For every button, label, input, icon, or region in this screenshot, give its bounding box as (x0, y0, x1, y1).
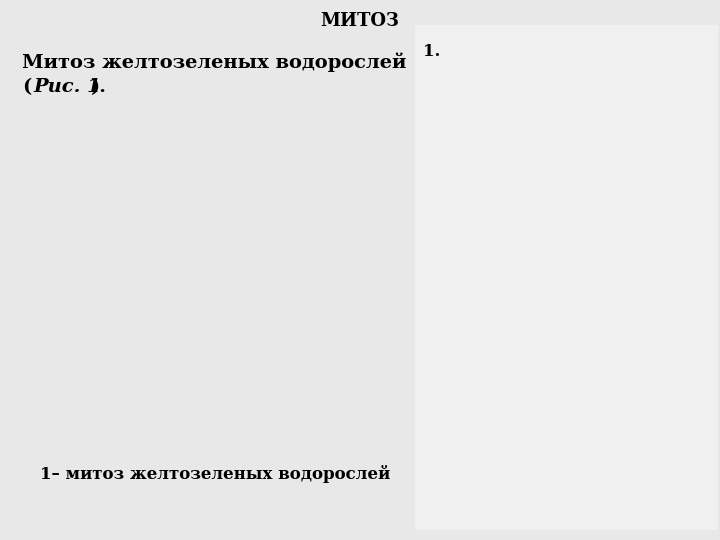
Text: Митоз желтозеленых водорослей: Митоз желтозеленых водорослей (22, 52, 406, 71)
Bar (415, 25, 718, 530)
Text: Рис. 1: Рис. 1 (33, 78, 101, 96)
Text: (: ( (22, 78, 31, 96)
Text: 1.: 1. (423, 43, 441, 60)
Text: ).: ). (90, 78, 106, 96)
Text: МИТОЗ: МИТОЗ (320, 12, 400, 30)
Text: 1– митоз желтозеленых водорослей: 1– митоз желтозеленых водорослей (40, 465, 390, 483)
